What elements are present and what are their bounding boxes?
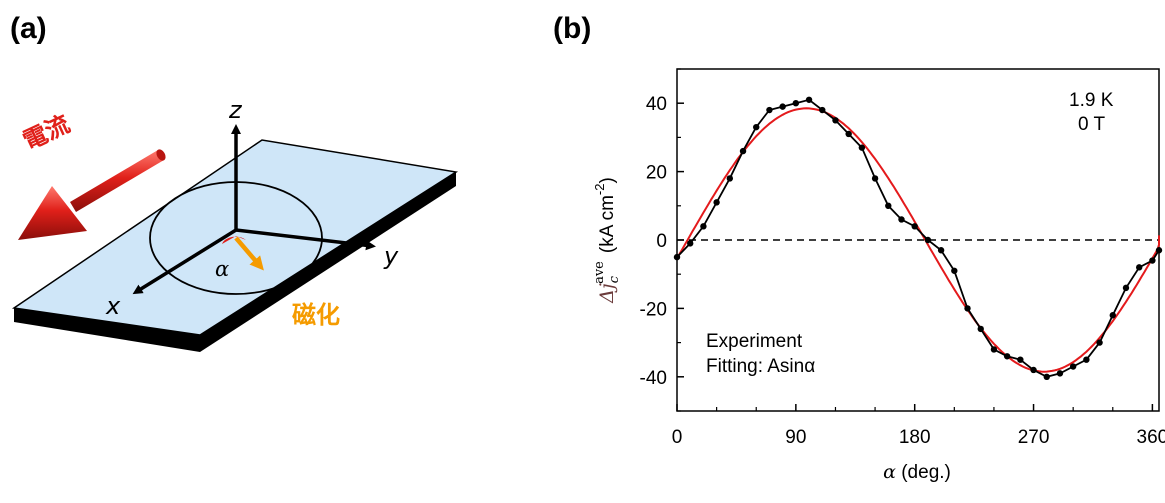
angle-alpha-label: α [215, 257, 229, 281]
temperature-label: 1.9 K [1069, 90, 1114, 111]
experiment-point [1135, 264, 1143, 271]
current-arrow [18, 149, 166, 240]
experiment-point [805, 96, 813, 103]
experiment-point [1149, 257, 1156, 264]
x-axis-arrow [132, 228, 237, 295]
x-tick-label: 360 [1137, 427, 1165, 448]
magnetization-arrow [234, 236, 264, 271]
experiment-point [990, 346, 998, 353]
plot-frame [676, 68, 1160, 412]
fit-curve [676, 107, 1160, 373]
experiment-line [676, 98, 1160, 378]
experiment-point [1122, 284, 1130, 292]
y-tick-label: 20 [646, 163, 667, 184]
y-axis-label: y [383, 242, 399, 270]
y-axis-title: Δjcave(kA cm-2) [592, 177, 622, 304]
experiment-point [832, 117, 839, 124]
experiment-point [1003, 353, 1011, 360]
x-axis-title: α (deg.) [883, 461, 951, 483]
experiment-point [1043, 373, 1050, 380]
experiment-point [977, 325, 984, 333]
experiment-point [673, 253, 681, 261]
field-label: 0 T [1078, 114, 1106, 135]
sample-plate [11, 139, 459, 352]
experiment-point [937, 247, 945, 254]
y-tick-label: 40 [646, 94, 667, 115]
experiment-point [1083, 356, 1090, 363]
experiment-point [819, 106, 826, 114]
y-tick-label: 0 [656, 231, 667, 252]
experiment-point [792, 100, 800, 107]
experiment-point [753, 123, 760, 131]
experiment-point [898, 216, 905, 223]
y-tick-label: -20 [640, 299, 667, 320]
x-tick-label: 180 [899, 427, 931, 448]
x-tick-label: 90 [785, 427, 806, 448]
x-axis-label: x [105, 292, 121, 320]
experiment-point [1030, 366, 1037, 374]
experiment-point [779, 103, 786, 110]
experiment-point [924, 236, 932, 244]
experiment-point [766, 106, 773, 114]
experiment-point [1096, 339, 1103, 346]
experiment-point [1155, 247, 1163, 254]
panel-label-a: (a) [10, 12, 47, 45]
experiment-point [726, 175, 734, 182]
panel-label-b: (b) [553, 12, 592, 45]
experiment-point [687, 240, 694, 247]
experiment-point [871, 175, 879, 182]
current-label: 電流 [19, 110, 74, 156]
y-tick-label: -40 [640, 368, 667, 389]
experiment-point [964, 305, 971, 312]
experiment-point [739, 147, 747, 155]
x-tick-label: 0 [672, 427, 683, 448]
experiment-point [1109, 312, 1116, 319]
legend-fitting: Fitting: Asinα [706, 356, 815, 377]
y-axis-arrow [235, 228, 376, 251]
z-axis-label: z [228, 96, 243, 124]
experiment-point [700, 223, 707, 230]
experiment-point [713, 199, 720, 206]
experiment-point [858, 144, 866, 151]
experiment-point [1056, 370, 1064, 377]
schematic-diagram: z y x α 電流 磁化 [11, 96, 459, 352]
experiment-point [1017, 356, 1024, 363]
angle-wedge [222, 236, 246, 244]
experiment-point [1069, 363, 1077, 370]
x-tick-label: 270 [1018, 427, 1050, 448]
experiment-point [911, 223, 918, 230]
legend-experiment: Experiment [706, 331, 803, 352]
magnetization-label: 磁化 [292, 301, 340, 329]
experiment-point [845, 130, 852, 138]
experiment-point [885, 202, 892, 209]
experiment-point [951, 267, 958, 274]
